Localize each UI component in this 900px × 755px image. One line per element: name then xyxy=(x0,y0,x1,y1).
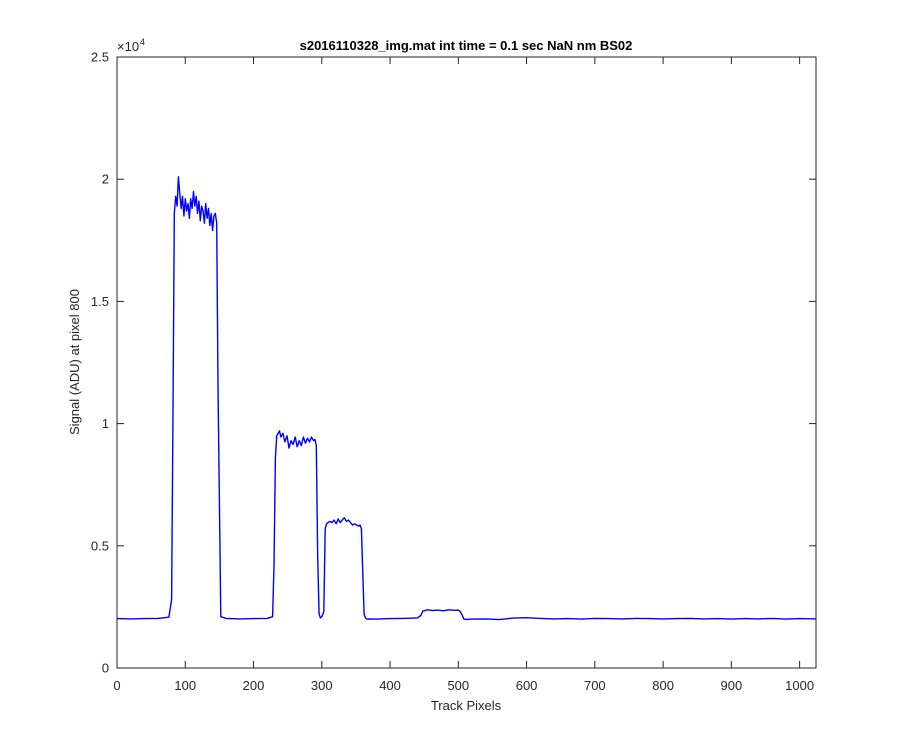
x-tick-label: 1000 xyxy=(785,678,814,693)
plot-background xyxy=(117,57,816,668)
y-axis-ticks: 0 0.5 1 1.5 2 2.5 xyxy=(91,50,816,676)
x-tick-label: 0 xyxy=(113,678,120,693)
x-tick-label: 600 xyxy=(516,678,538,693)
x-tick-label: 300 xyxy=(311,678,333,693)
axes-box xyxy=(116,56,817,669)
x-tick-label: 800 xyxy=(652,678,674,693)
y-tick-label: 0 xyxy=(102,661,109,676)
y-axis-label: Signal (ADU) at pixel 800 xyxy=(67,289,82,435)
y-tick-label: 2.5 xyxy=(91,50,109,65)
x-axis-label: Track Pixels xyxy=(431,698,502,713)
y-tick-label: 2 xyxy=(102,172,109,187)
x-tick-label: 900 xyxy=(721,678,743,693)
y-tick-label: 0.5 xyxy=(91,538,109,553)
y-tick-label: 1 xyxy=(102,416,109,431)
x-tick-label: 400 xyxy=(379,678,401,693)
x-tick-label: 200 xyxy=(243,678,265,693)
x-tick-label: 700 xyxy=(584,678,606,693)
x-axis-ticks: 0 100 200 300 400 500 600 700 800 900 1000 xyxy=(113,57,814,693)
exponent-power: 4 xyxy=(140,37,145,47)
x-tick-label: 100 xyxy=(174,678,196,693)
y-axis-exponent: ×10 4 xyxy=(117,37,145,54)
y-tick-label: 1.5 xyxy=(91,294,109,309)
chart-title: s2016110328_img.mat int time = 0.1 sec N… xyxy=(300,38,633,53)
data-series-line xyxy=(116,176,817,621)
x-tick-label: 500 xyxy=(447,678,469,693)
plot-area xyxy=(116,56,817,669)
exponent-base: ×10 xyxy=(117,39,139,54)
